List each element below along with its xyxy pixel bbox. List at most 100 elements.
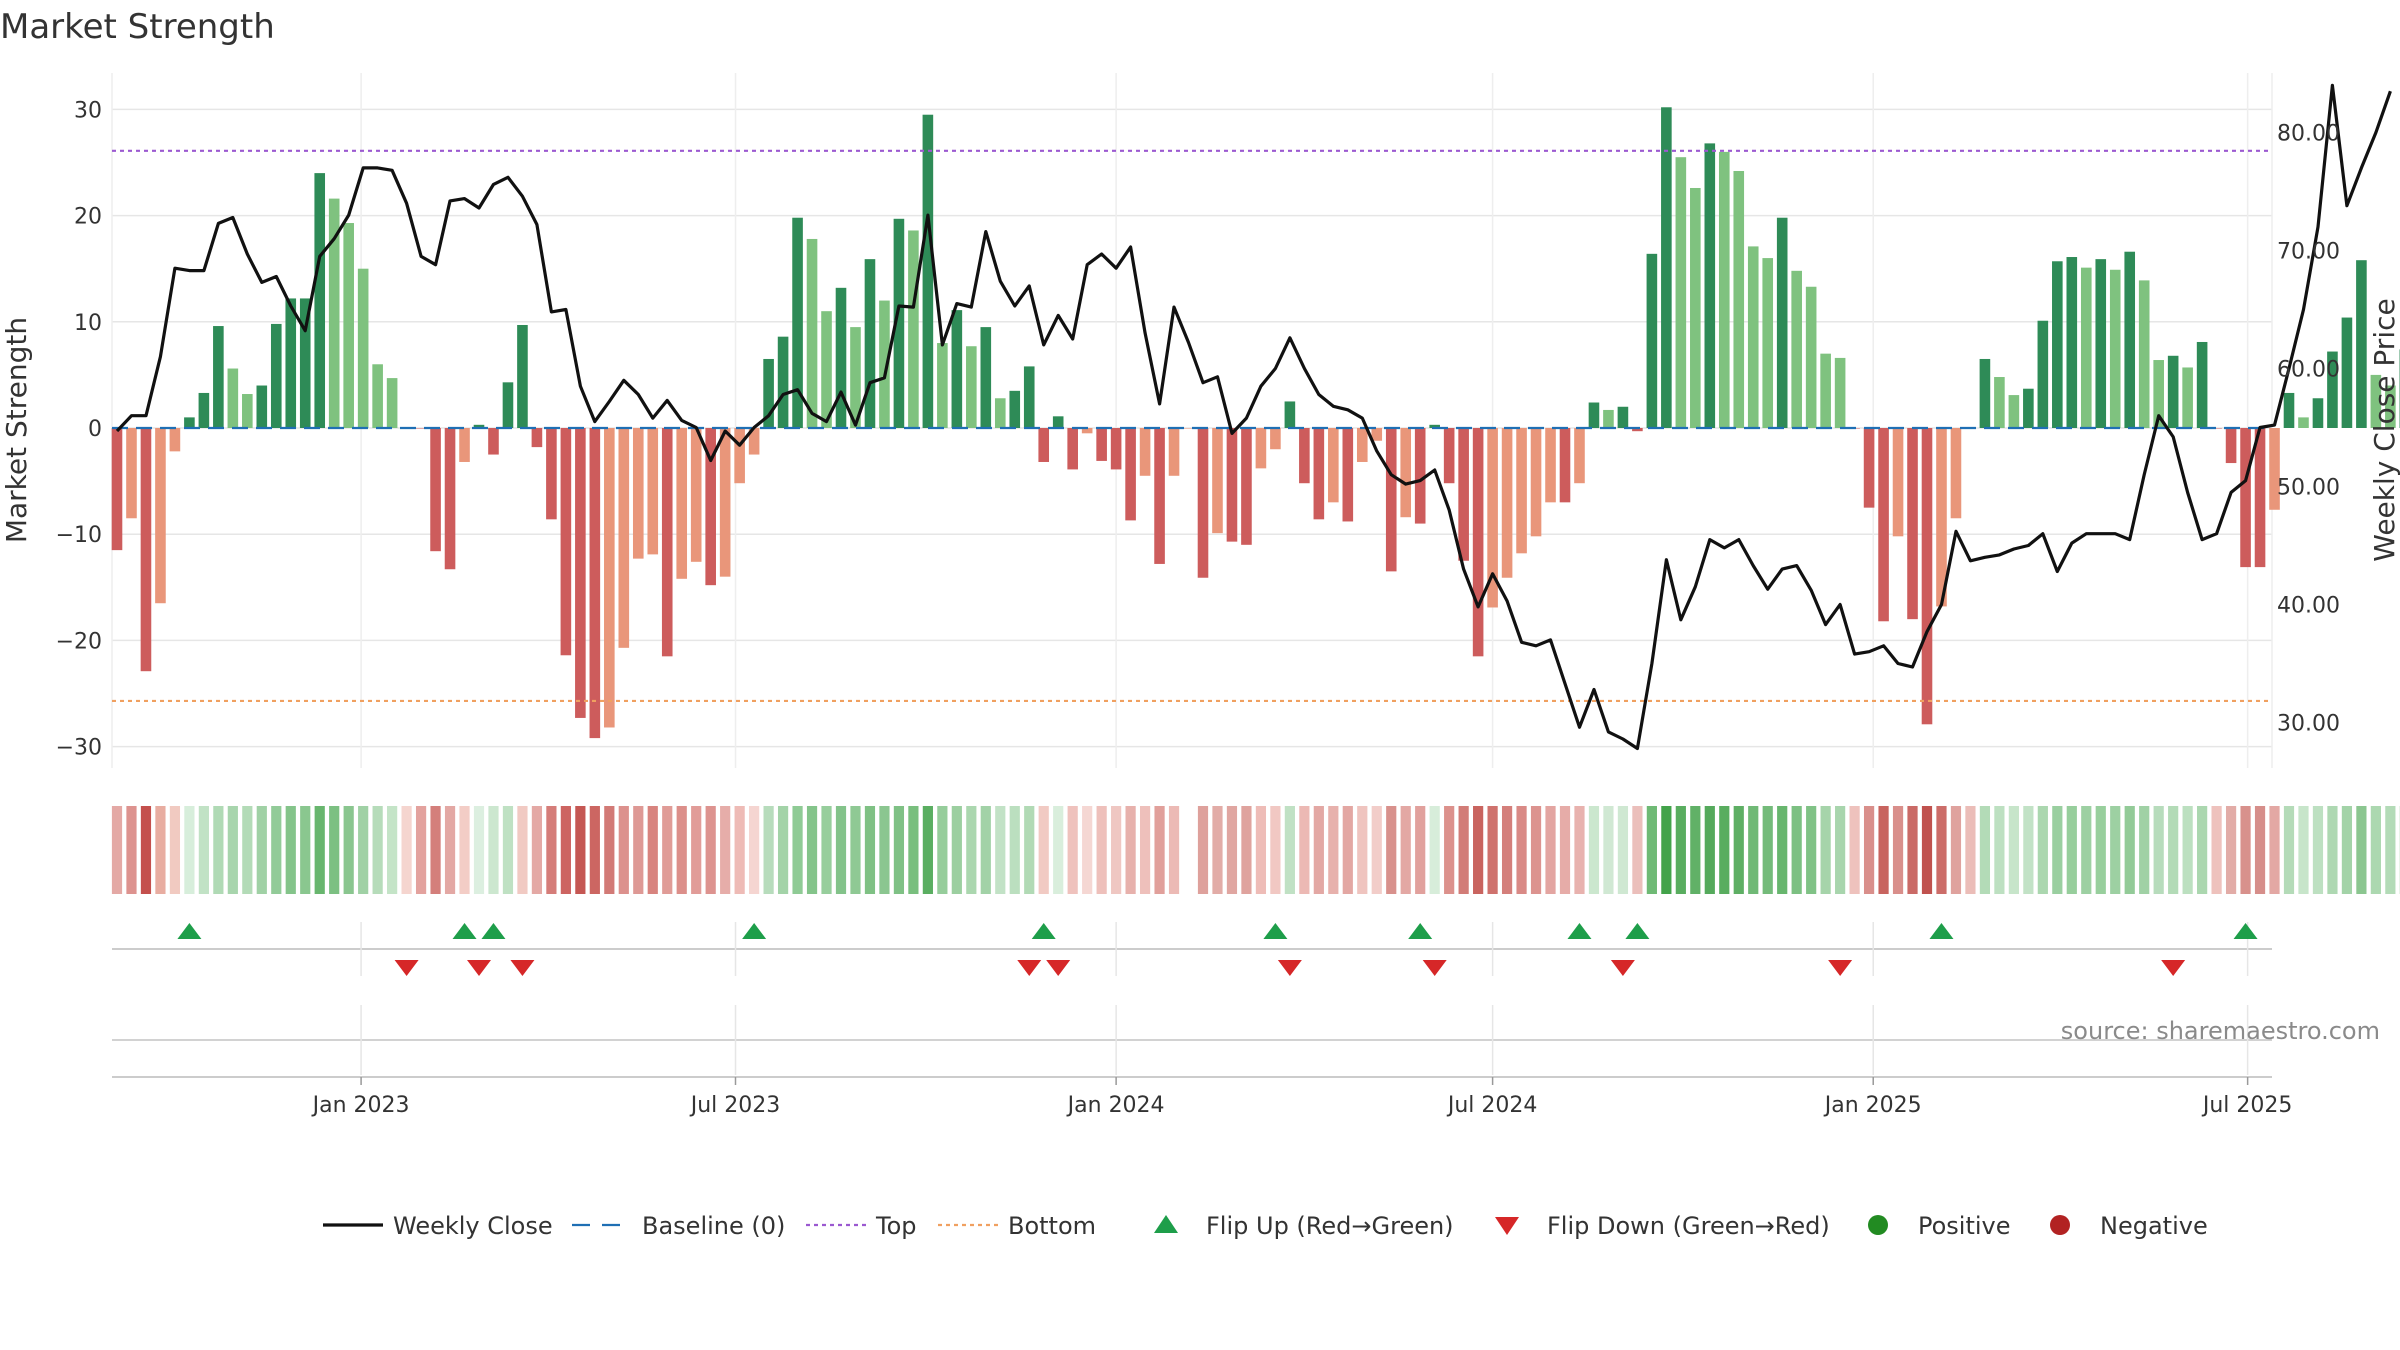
flip-up-marker: [452, 923, 477, 939]
strip-cell: [1748, 806, 1759, 894]
legend-item: Weekly Close: [323, 1212, 553, 1240]
y2-tick-label: 40.00: [2277, 594, 2340, 619]
strength-bar: [1559, 428, 1571, 503]
strip-cell: [966, 806, 977, 894]
strength-bar: [2008, 395, 2020, 428]
strength-bar: [1009, 390, 1021, 428]
strength-bar: [908, 230, 919, 428]
strip-cell: [1255, 806, 1267, 894]
strip-cell: [720, 806, 731, 894]
strength-bar: [2370, 374, 2382, 428]
strip-cell: [2008, 806, 2019, 894]
strength-bar: [966, 346, 977, 428]
strip-cell: [184, 806, 195, 894]
strength-bar: [1299, 428, 1310, 484]
strip-cell: [734, 806, 745, 894]
strength-bar: [1704, 143, 1716, 428]
strip-cell: [1878, 806, 1889, 894]
strip-cell: [1777, 806, 1788, 894]
legend-label: Bottom: [1008, 1212, 1096, 1240]
strip-cell: [1661, 806, 1672, 894]
legend-label: Flip Down (Green→Red): [1547, 1212, 1830, 1240]
strip-cell: [358, 806, 369, 894]
flip-down-marker: [1828, 960, 1853, 976]
strength-bar: [850, 327, 861, 428]
y-tick-label: 20: [74, 205, 102, 230]
strength-bar: [1197, 428, 1209, 578]
strength-bar: [1574, 428, 1585, 484]
x-tick-label: Jan 2023: [311, 1093, 410, 1118]
strength-bar: [1762, 258, 1774, 428]
flip-up-marker: [1567, 923, 1592, 939]
strength-bar: [734, 428, 745, 484]
strength-bar: [1385, 428, 1397, 572]
strength-bar: [1472, 428, 1484, 657]
flip-up-marker: [1625, 923, 1650, 939]
strip-cell: [879, 806, 890, 894]
legend-label: Baseline (0): [642, 1212, 785, 1240]
strip-cell: [1516, 806, 1527, 894]
strength-bar: [647, 428, 659, 555]
flip-down-marker: [510, 960, 535, 976]
strip-cell: [2023, 806, 2034, 894]
strip-cell: [560, 806, 571, 894]
legend-label: Negative: [2100, 1212, 2208, 1240]
flip-markers-panel: [112, 922, 2272, 1075]
strip-cell: [343, 806, 354, 894]
strength-bar: [864, 259, 876, 428]
strip-cell: [329, 806, 340, 894]
strip-cell: [1762, 806, 1773, 894]
strength-bar: [1979, 358, 1991, 428]
strip-cell: [1690, 806, 1701, 894]
strip-cell: [806, 806, 818, 894]
strength-bar: [1733, 171, 1745, 428]
strip-cell: [488, 806, 499, 894]
strip-cell: [1921, 806, 1933, 894]
strip-cell: [1429, 806, 1440, 894]
grid-lines: [111, 73, 2273, 768]
strip-cell: [618, 806, 629, 894]
strip-cell: [1501, 806, 1513, 894]
strength-bar: [386, 378, 398, 428]
strip-cell: [1719, 806, 1730, 894]
strip-cell: [126, 806, 137, 894]
strip-cell: [1415, 806, 1426, 894]
strength-bar: [1632, 428, 1643, 432]
strength-bar: [169, 428, 181, 452]
strength-bar: [2182, 367, 2193, 428]
legend-label: Top: [875, 1212, 917, 1240]
x-tick-label: Jul 2024: [1446, 1093, 1538, 1118]
strip-cell: [1936, 806, 1947, 894]
strip-cell: [517, 806, 528, 894]
strip-cell: [995, 806, 1006, 894]
strip-cell: [1183, 806, 1194, 894]
legend-label: Flip Up (Red→Green): [1206, 1212, 1454, 1240]
strip-cell: [1226, 806, 1238, 894]
strength-bar: [1443, 428, 1455, 484]
strength-bar: [1791, 270, 1802, 428]
strength-bar: [2298, 417, 2309, 428]
strip-cell: [1299, 806, 1310, 894]
strip-cell: [777, 806, 789, 894]
flip-up-marker: [2233, 923, 2258, 939]
flip-up-marker: [1408, 923, 1433, 939]
strength-bar: [227, 368, 239, 428]
strength-bar: [661, 428, 673, 657]
strength-bar: [343, 223, 354, 428]
strength-bar: [763, 358, 774, 428]
strength-bar: [242, 394, 253, 428]
strength-bar: [2225, 428, 2237, 464]
strip-cell: [1487, 806, 1498, 894]
strength-bar: [1226, 428, 1238, 542]
strength-bar: [1067, 428, 1078, 470]
strip-cell: [1863, 806, 1875, 894]
legend-item: Bottom: [938, 1212, 1096, 1240]
strip-cell: [2356, 806, 2367, 894]
strength-bar: [1718, 151, 1730, 428]
strip-cell: [111, 806, 123, 894]
strength-bar: [1038, 428, 1050, 462]
strength-bar: [2153, 360, 2164, 428]
strength-bar: [1820, 353, 1831, 428]
strip-cell: [2283, 806, 2295, 894]
strip-cell: [1950, 806, 1962, 894]
